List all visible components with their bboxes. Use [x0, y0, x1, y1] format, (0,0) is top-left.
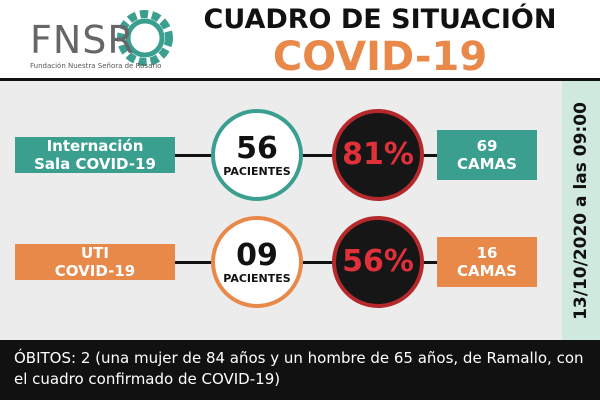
label-box: Internación Sala COVID-19 — [15, 137, 175, 173]
label-line: Sala COVID-19 — [34, 155, 156, 173]
label-line: COVID-19 — [54, 262, 136, 280]
header — [0, 0, 600, 78]
header-rule — [0, 78, 600, 81]
beds-line: 16 — [476, 244, 498, 262]
occupancy: 56% — [342, 244, 414, 279]
beds-box: 16 CAMAS — [437, 237, 537, 287]
occupancy-circle: 81% — [332, 109, 424, 201]
patients-count: 09 — [236, 237, 278, 273]
subtitle: COVID-19 — [272, 34, 488, 80]
occupancy: 81% — [342, 137, 414, 172]
footer: ÓBITOS: 2 (una mujer de 84 años y un hom… — [0, 340, 600, 400]
beds-box: 69 CAMAS — [437, 130, 537, 180]
patients-label: PACIENTES — [223, 164, 291, 178]
label-line: Internación — [46, 137, 144, 155]
label-line: UTI — [81, 244, 109, 262]
label-box: UTI COVID-19 — [15, 244, 175, 280]
patients-label: PACIENTES — [223, 271, 291, 285]
date-strip: 13/10/2020 a las 09:00 — [562, 81, 600, 340]
title: CUADRO DE SITUACIÓN — [203, 4, 557, 35]
beds-line: 69 — [476, 137, 498, 155]
logo-subtitle: Fundación Nuestra Señora de Rosario — [30, 62, 162, 70]
logo-icon — [117, 10, 173, 66]
occupancy-circle: 56% — [332, 216, 424, 308]
beds-line: CAMAS — [457, 262, 517, 280]
connector — [170, 261, 450, 264]
patients-count: 56 — [236, 130, 278, 166]
date: 13/10/2020 a las 09:00 — [571, 101, 591, 320]
patients-circle: 56 PACIENTES — [211, 109, 303, 201]
patients-circle: 09 PACIENTES — [211, 216, 303, 308]
beds-line: CAMAS — [457, 155, 517, 173]
logo-text: FNSR — [30, 18, 135, 62]
connector — [170, 154, 450, 157]
